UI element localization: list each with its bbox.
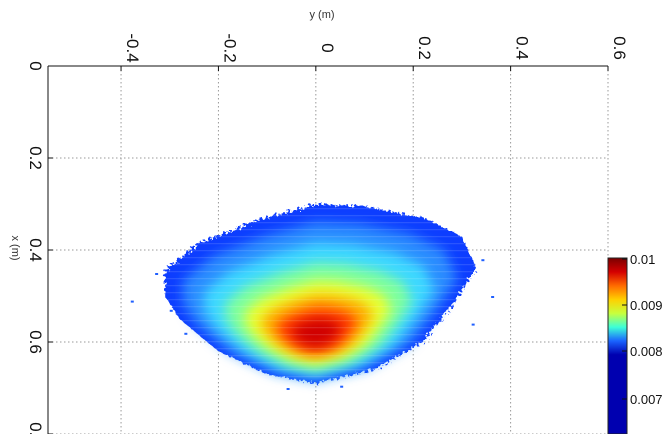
speckle-3	[481, 259, 485, 262]
y-tick-label-4: 0.8	[26, 422, 45, 434]
x-tick-label-0: -0.4	[123, 33, 142, 62]
x-axis-label: y (m)	[309, 9, 334, 21]
speckle-5	[471, 323, 475, 326]
x-tick-label-5: 0.6	[610, 36, 629, 60]
colorbar-rect	[607, 257, 628, 434]
axes-frame	[47, 65, 609, 434]
y-tick-label-2: 0.4	[26, 238, 45, 262]
speckle-1	[169, 309, 173, 312]
y-tick-label-0: 0	[26, 61, 45, 70]
distribution-blob	[130, 204, 495, 390]
speckle-0	[155, 273, 159, 275]
colorbar-label-0: 0.01	[630, 252, 655, 267]
colorbar-label-1: 0.009	[630, 298, 663, 313]
x-tick-label-4: 0.4	[513, 36, 532, 60]
colorbar-label-3: 0.007	[630, 392, 663, 407]
x-tick-labels: -0.4 -0.2 0 0.2 0.4 0.6	[123, 33, 629, 62]
distribution-layer-7	[291, 318, 342, 348]
speckle-6	[286, 388, 290, 390]
y-tick-label-1: 0.2	[26, 146, 45, 170]
x-tick-label-2: 0	[318, 43, 337, 52]
y-axis-label: x (m)	[9, 235, 21, 260]
colorbar: 0.01 0.009 0.008 0.007	[607, 252, 663, 434]
speckle-8	[130, 300, 134, 303]
x-tick-label-3: 0.2	[415, 36, 434, 60]
speckle-2	[184, 332, 188, 335]
speckle-7	[340, 385, 344, 388]
y-tick-label-3: 0.6	[26, 330, 45, 354]
x-tick-label-1: -0.2	[220, 33, 239, 62]
colorbar-label-2: 0.008	[630, 344, 663, 359]
speckle-4	[491, 296, 495, 298]
y-tick-labels: 0 0.2 0.4 0.6 0.8	[26, 61, 45, 434]
